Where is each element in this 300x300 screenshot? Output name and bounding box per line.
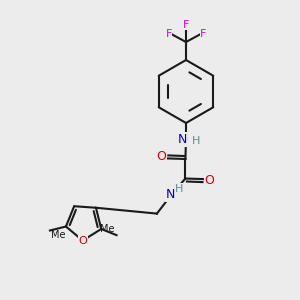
Text: N: N [177, 133, 187, 146]
Text: O: O [78, 236, 87, 246]
Text: H: H [175, 184, 184, 194]
Text: O: O [157, 150, 166, 164]
Text: N: N [166, 188, 175, 201]
Text: O: O [205, 174, 214, 187]
Text: F: F [200, 29, 207, 39]
Text: Me: Me [51, 230, 66, 241]
Text: H: H [191, 136, 200, 146]
Text: F: F [183, 20, 189, 30]
Text: Me: Me [100, 224, 114, 234]
Text: F: F [165, 29, 172, 39]
